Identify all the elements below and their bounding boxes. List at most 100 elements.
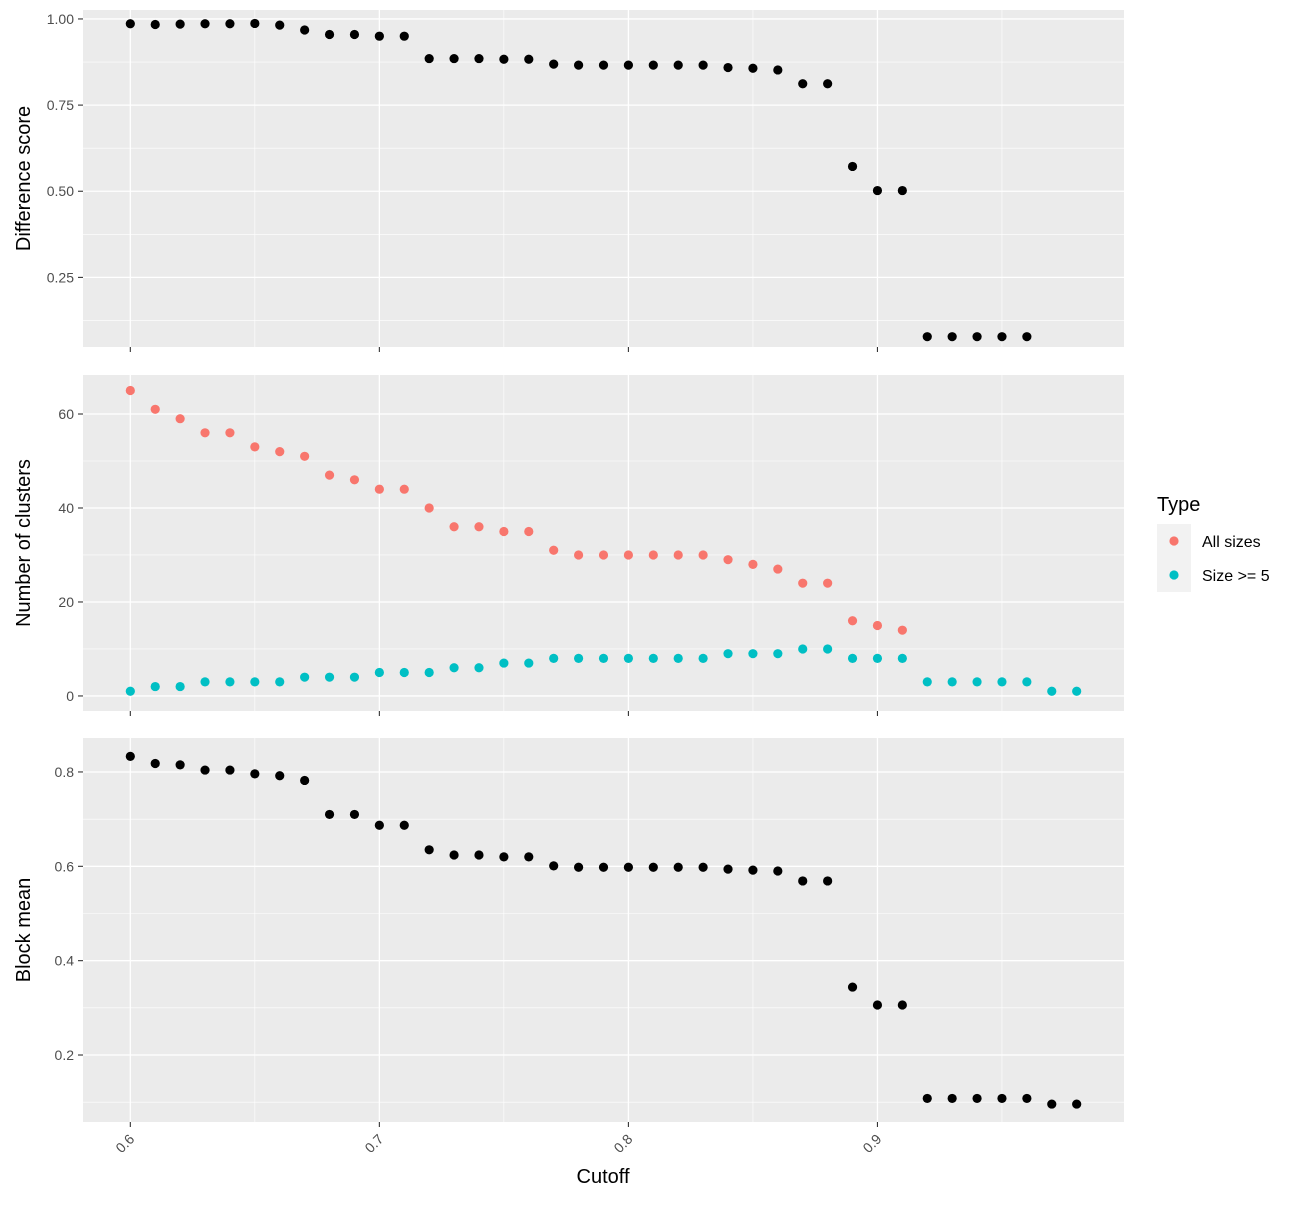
panel-3: 0.2 0.4 0.6 0.8 Block mean — [13, 738, 1124, 1127]
data-point — [424, 667, 434, 678]
y-axis-title: Difference score — [13, 106, 35, 251]
data-point — [449, 53, 459, 64]
data-point — [623, 862, 634, 872]
data-point — [399, 667, 409, 678]
data-point — [673, 653, 683, 663]
series-1 — [125, 751, 1082, 1109]
y-tick-label: 0.50 — [47, 183, 74, 199]
data-point — [275, 446, 285, 457]
y-tick-label: 0 — [66, 688, 74, 704]
panel-2: 0 20 40 60 Number of clusters — [13, 375, 1124, 716]
data-point — [1022, 332, 1032, 342]
data-point — [549, 861, 559, 871]
data-point — [424, 53, 434, 64]
data-point — [872, 185, 883, 196]
data-point — [847, 161, 858, 172]
data-point — [499, 526, 509, 537]
y-tick-label: 1.00 — [47, 11, 74, 27]
data-point — [324, 470, 335, 480]
data-point — [449, 663, 459, 673]
data-point — [524, 852, 534, 862]
data-point — [349, 475, 360, 485]
data-point — [225, 428, 235, 438]
data-point — [1047, 1099, 1057, 1109]
data-point — [698, 862, 708, 872]
legend-label: Size >= 5 — [1202, 568, 1270, 585]
data-point — [300, 25, 310, 35]
series-1 — [125, 385, 907, 635]
data-point — [798, 578, 808, 588]
data-point — [748, 865, 758, 875]
data-point — [1022, 1093, 1032, 1104]
data-point — [474, 663, 484, 673]
data-point — [424, 503, 434, 513]
data-point — [474, 522, 484, 532]
data-point — [947, 677, 957, 687]
data-point — [598, 60, 609, 70]
data-point — [250, 677, 260, 687]
data-point — [773, 649, 783, 659]
data-point — [723, 555, 733, 565]
data-point — [549, 59, 559, 69]
data-point — [947, 332, 957, 342]
panel-1: 0.25 0.50 0.75 1.00 Difference score — [13, 10, 1124, 352]
data-point — [225, 19, 235, 29]
y-tick-label: 0.75 — [47, 97, 74, 113]
data-point — [125, 19, 135, 29]
data-point — [449, 850, 459, 860]
data-point — [723, 62, 733, 73]
data-point — [773, 564, 783, 574]
data-point — [573, 550, 584, 560]
y-tick-label: 0.8 — [55, 764, 75, 780]
data-point — [225, 765, 235, 775]
data-point — [623, 653, 634, 663]
data-point — [324, 29, 335, 40]
data-point — [374, 667, 384, 678]
data-point — [200, 19, 210, 29]
data-point — [798, 644, 808, 654]
data-point — [972, 1093, 982, 1104]
data-point — [648, 653, 658, 663]
data-point — [897, 185, 907, 196]
data-point — [275, 20, 285, 30]
data-point — [1047, 686, 1057, 696]
data-point — [897, 1000, 907, 1010]
data-point — [175, 760, 185, 770]
data-point — [698, 60, 708, 70]
data-point — [872, 1000, 883, 1010]
data-point — [847, 982, 858, 992]
data-point — [773, 65, 783, 75]
data-point — [524, 526, 534, 537]
data-point — [823, 644, 833, 654]
data-point — [150, 681, 160, 692]
y-tick-label: 0.2 — [55, 1047, 75, 1063]
data-point — [349, 672, 360, 682]
y-tick-label: 0.25 — [47, 269, 74, 285]
data-point — [424, 845, 434, 855]
data-point — [623, 60, 634, 70]
data-point — [349, 29, 360, 40]
data-point — [200, 428, 210, 438]
data-point — [399, 31, 409, 41]
data-point — [499, 54, 509, 64]
data-point — [250, 769, 260, 779]
data-point — [474, 850, 484, 860]
data-point — [723, 649, 733, 659]
y-tick-label: 20 — [58, 594, 74, 610]
data-point — [349, 809, 360, 820]
legend-key-point — [1169, 570, 1179, 580]
legend-label: All sizes — [1202, 534, 1261, 551]
data-point — [922, 332, 932, 342]
data-point — [374, 484, 384, 494]
data-point — [997, 332, 1007, 342]
y-tick-label: 0.6 — [55, 858, 75, 874]
data-point — [798, 876, 808, 886]
data-point — [549, 653, 559, 663]
y-axis-title: Number of clusters — [13, 459, 35, 627]
data-point — [1072, 1099, 1082, 1109]
data-point — [524, 54, 534, 64]
data-point — [125, 751, 135, 761]
data-point — [499, 658, 509, 668]
series-2 — [125, 644, 1082, 696]
